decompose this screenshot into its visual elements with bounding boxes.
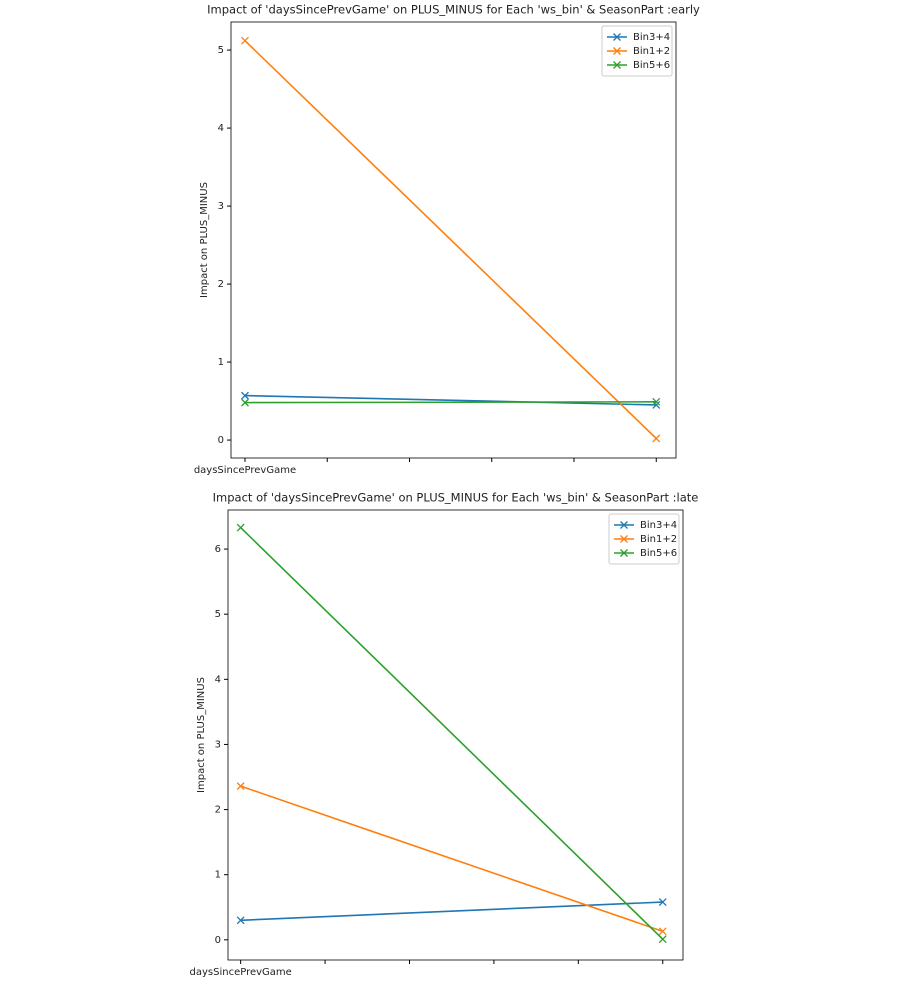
chart-title: Impact of 'daysSincePrevGame' on PLUS_MI… — [213, 491, 699, 505]
plot-frame — [227, 509, 684, 961]
y-tick-label: 3 — [215, 739, 221, 750]
line — [244, 40, 657, 440]
legend-label: Bin5+6 — [640, 548, 677, 559]
line — [244, 394, 657, 406]
marker — [613, 33, 621, 41]
legend-label: Bin1+2 — [633, 46, 670, 57]
marker — [658, 935, 667, 944]
legend-label: Bin1+2 — [640, 534, 677, 545]
y-tick-label: 0 — [218, 435, 224, 446]
chart-title: Impact of 'daysSincePrevGame' on PLUS_MI… — [207, 3, 700, 17]
y-tick-label: 1 — [218, 357, 224, 368]
marker — [241, 398, 249, 407]
y-tick-label: 4 — [218, 123, 224, 134]
marker — [236, 782, 245, 791]
y-tick-label: 5 — [215, 609, 221, 620]
marker — [613, 47, 621, 55]
legend-box — [608, 513, 680, 565]
y-tick-label: 1 — [215, 870, 221, 881]
y-tick-label: 0 — [215, 935, 221, 946]
marker — [658, 927, 667, 936]
legend-box — [601, 25, 673, 77]
line — [240, 785, 664, 933]
y-tick-label: 2 — [218, 279, 224, 290]
marker — [658, 898, 667, 907]
y-tick-label: 4 — [215, 674, 221, 685]
marker — [241, 391, 249, 400]
y-tick-label: 3 — [218, 201, 224, 212]
marker — [236, 523, 245, 532]
x-tick-label: daysSincePrevGame — [190, 967, 292, 978]
marker — [620, 549, 628, 557]
y-axis-label: Impact on PLUS_MINUS — [199, 182, 210, 298]
marker — [652, 397, 661, 406]
legend-label: Bin3+4 — [640, 520, 677, 531]
marker — [620, 521, 628, 529]
plot-frame — [230, 21, 677, 459]
legend-label: Bin5+6 — [633, 60, 670, 71]
marker — [613, 61, 621, 69]
x-tick-label: daysSincePrevGame — [194, 465, 296, 476]
legend-label: Bin3+4 — [633, 32, 670, 43]
marker — [652, 434, 661, 443]
marker — [620, 535, 628, 543]
marker — [236, 916, 245, 925]
y-tick-label: 2 — [215, 805, 221, 816]
line — [240, 901, 663, 922]
marker — [241, 36, 249, 45]
line — [240, 527, 664, 940]
y-tick-label: 5 — [218, 45, 224, 56]
y-tick-label: 6 — [215, 544, 221, 555]
y-axis-label: Impact on PLUS_MINUS — [196, 677, 207, 793]
line — [244, 401, 657, 404]
